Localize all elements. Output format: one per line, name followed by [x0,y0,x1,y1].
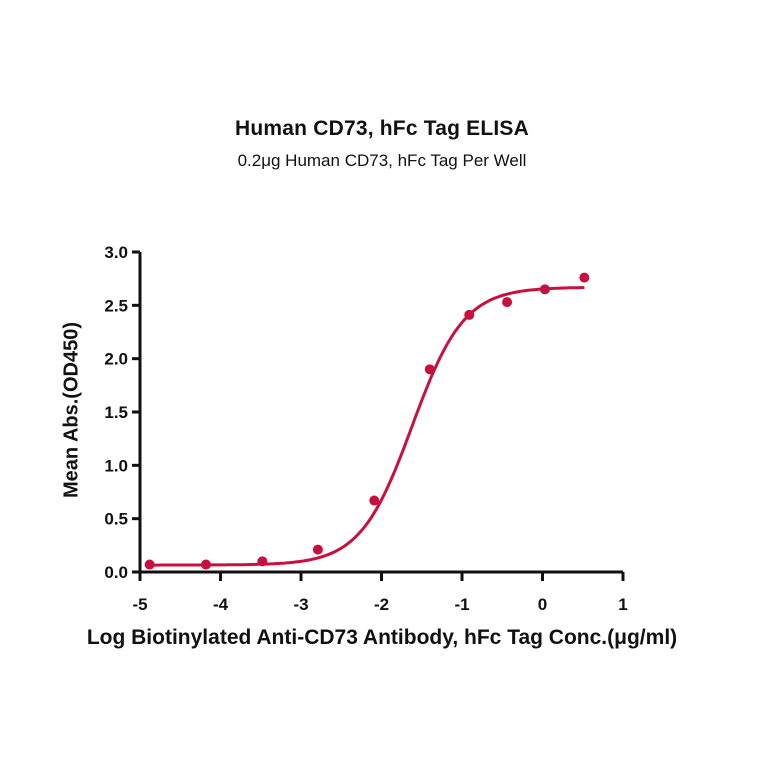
x-tick-label: 1 [618,595,627,614]
y-tick-label: 1.5 [104,403,128,422]
y-tick-label: 3.0 [104,243,128,262]
x-tick-label: -5 [132,595,147,614]
data-point [579,272,590,283]
data-point [257,556,268,567]
y-tick-label: 0.0 [104,563,128,582]
x-axis-label: Log Biotinylated Anti-CD73 Antibody, hFc… [86,626,678,649]
data-point [312,544,323,555]
x-tick-label: 0 [538,595,547,614]
x-tick-label: -2 [374,595,389,614]
y-tick-label: 1.0 [104,456,128,475]
y-tick-label: 2.5 [104,296,128,315]
x-tick-label: -4 [213,595,229,614]
data-point [144,559,155,570]
data-point [539,284,550,295]
chart-subtitle: 0.2μg Human CD73, hFc Tag Per Well [237,151,527,170]
y-tick-label: 0.5 [104,510,128,529]
data-point [424,364,435,375]
x-tick-label: -3 [293,595,308,614]
x-tick-label: -1 [454,595,469,614]
axes: 0.0 0.5 1.0 1.5 2.0 2.5 3.0 -5 -4 -3 -2 -1 0 1 [104,243,627,614]
fit-curve [149,286,585,567]
fit-curve-path [149,286,585,567]
data-point [464,309,475,320]
data-point [502,297,513,308]
data-point [369,495,380,506]
y-tick-label: 2.0 [104,350,128,369]
chart-title: Human CD73, hFc Tag ELISA [235,117,529,140]
data-point [201,559,212,570]
data-points [144,272,590,570]
